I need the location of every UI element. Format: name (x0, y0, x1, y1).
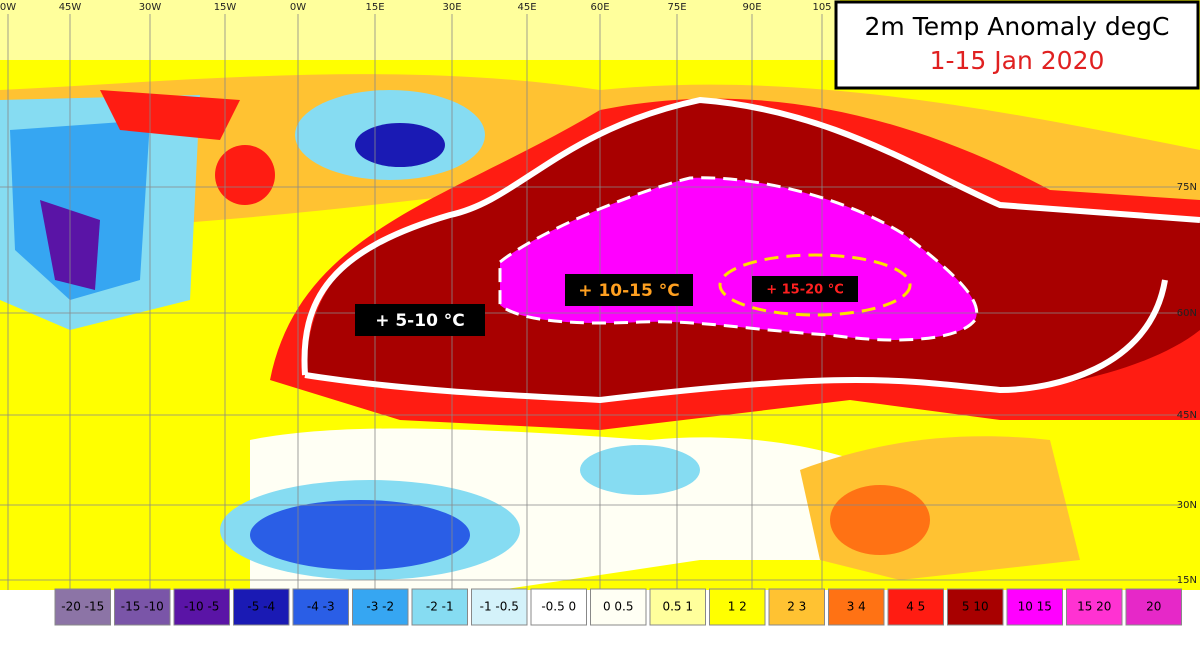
legend-label: -20 -15 (61, 600, 104, 614)
longitude-label: 15W (214, 2, 237, 13)
legend-swatch (233, 588, 290, 626)
longitude-label: 0W (0, 2, 16, 13)
field (10, 120, 150, 300)
legend-swatch (471, 588, 528, 626)
field (355, 123, 445, 167)
legend-swatch (1006, 588, 1063, 626)
annotation: + 10-15 °C (578, 281, 679, 301)
legend-label: -5 -4 (247, 600, 275, 614)
longitude-label: 30E (442, 2, 461, 13)
title-box (834, 0, 1200, 90)
legend-label: 2 3 (787, 600, 806, 614)
legend-swatch (649, 588, 706, 626)
legend-swatch (768, 588, 825, 626)
legend-label: 10 15 (1018, 600, 1052, 614)
annotation: + 15-20 °C (766, 283, 844, 298)
annotation-box (355, 304, 485, 336)
field (250, 500, 470, 570)
legend-swatch (411, 588, 468, 626)
title: 2m Temp Anomaly degC (865, 12, 1170, 41)
contour-dashed (718, 253, 912, 317)
latitude-label: 60N (1177, 308, 1197, 319)
legend-label: 1 2 (728, 600, 747, 614)
contour (301, 96, 1200, 376)
legend-swatch (54, 588, 111, 626)
contour (304, 279, 1168, 404)
field (830, 485, 930, 555)
legend-label: 3 4 (847, 600, 866, 614)
field (0, 0, 840, 60)
field (215, 145, 275, 205)
legend-swatch (887, 588, 944, 626)
legend-swatch (709, 588, 766, 626)
latitude-label: 45N (1177, 410, 1197, 421)
graticule (0, 14, 1180, 590)
legend-swatch (530, 588, 587, 626)
longitude-label: 15E (365, 2, 384, 13)
subtitle: 1-15 Jan 2020 (930, 46, 1105, 75)
legend-label: -10 -5 (184, 600, 219, 614)
latitude-label: 30N (1177, 500, 1197, 511)
legend-label: 15 20 (1077, 600, 1111, 614)
latitude-label: 75N (1177, 182, 1197, 193)
annotation: + 5-10 °C (375, 311, 465, 331)
legend-swatch (590, 588, 647, 626)
legend-swatch (114, 588, 171, 626)
legend-swatch (1125, 588, 1182, 626)
legend-label: -1 -0.5 (480, 600, 519, 614)
longitude-label: 45E (517, 2, 536, 13)
legend-swatch (173, 588, 230, 626)
legend-swatch (947, 588, 1004, 626)
legend-swatch (1066, 588, 1123, 626)
legend-label: 0.5 1 (662, 600, 693, 614)
legend-swatch (352, 588, 409, 626)
legend-label: 0 0.5 (603, 600, 634, 614)
contour-dashed (498, 176, 979, 342)
legend: -20 -15 -15 -10 -10 -5 -5 -4 -4 -3 -3 -2 -2 -1… (54, 588, 1182, 626)
legend-label: 20 (1146, 600, 1161, 614)
longitude-label: 30W (139, 2, 162, 13)
field (100, 90, 240, 140)
legend-label: 4 5 (906, 600, 925, 614)
legend-label: -0.5 0 (541, 600, 576, 614)
legend-swatch (292, 588, 349, 626)
legend-label: -3 -2 (366, 600, 394, 614)
longitude-label: 45W (59, 2, 82, 13)
field (580, 445, 700, 495)
annotation-box (565, 274, 693, 306)
legend-label: -2 -1 (426, 600, 454, 614)
legend-swatch (828, 588, 885, 626)
longitude-label: 90E (742, 2, 761, 13)
annotation-box (752, 276, 858, 302)
longitude-label: 105 (812, 2, 831, 13)
legend-label: -15 -10 (121, 600, 164, 614)
legend-label: -4 -3 (307, 600, 335, 614)
longitude-label: 75E (667, 2, 686, 13)
longitude-label: 0W (290, 2, 306, 13)
latitude-label: 15N (1177, 575, 1197, 586)
longitude-label: 60E (590, 2, 609, 13)
legend-label: 5 10 (962, 600, 989, 614)
